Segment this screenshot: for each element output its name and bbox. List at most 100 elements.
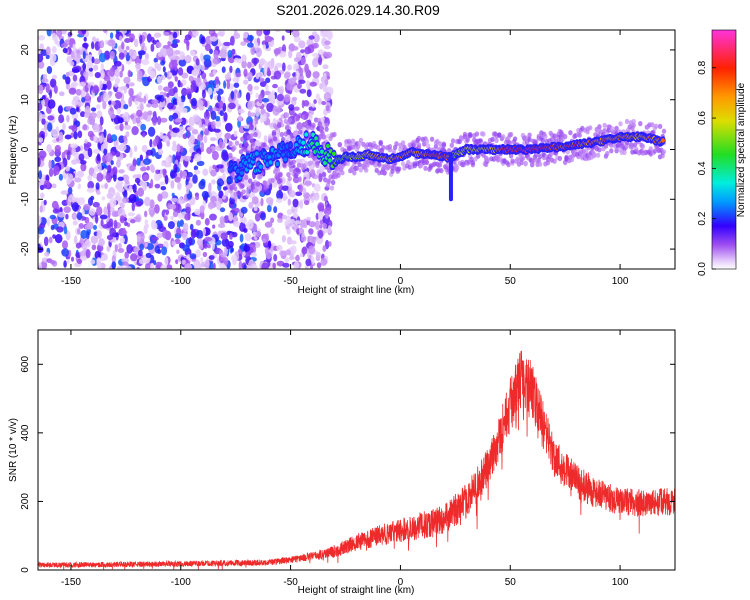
y-tick-label: 0 (20, 146, 31, 152)
spectrogram-speckle (147, 126, 156, 137)
spectrogram-halo (485, 156, 490, 162)
spectrogram-speckle (194, 153, 202, 162)
spectrogram-halo (406, 159, 411, 166)
spectrogram-speckle (237, 92, 241, 99)
spectrogram-speckle (246, 34, 254, 42)
spectrogram-speckle (260, 212, 266, 221)
spectrogram-speckle (85, 92, 90, 100)
spectrogram-speckle (177, 126, 186, 134)
spectrogram-speckle (195, 249, 201, 258)
spectrogram-halo (648, 146, 653, 152)
spectrogram-halo (286, 172, 291, 178)
spectrogram-ridge-core (331, 151, 336, 156)
spectrogram-speckle (230, 247, 234, 253)
spectrogram-speckle (285, 249, 291, 256)
spectrogram-speckle (65, 72, 70, 77)
spectrogram-speckle (137, 97, 144, 103)
spectrogram-speckle (243, 228, 248, 233)
spectrogram-halo (609, 148, 614, 154)
spectrogram-speckle (77, 228, 81, 235)
spectrogram-halo (394, 141, 399, 147)
spectrogram-speckle (154, 245, 160, 254)
spectrogram-halo (303, 121, 308, 127)
spectrogram-halo (605, 150, 610, 157)
spectrogram-speckle (38, 53, 44, 63)
spectrogram-speckle (144, 219, 148, 226)
spectrogram-speckle (270, 217, 275, 224)
spectrogram-speckle (106, 192, 114, 200)
spectrogram-speckle (96, 153, 101, 162)
spectrogram-halo (501, 134, 506, 140)
spectrogram-speckle (94, 250, 101, 260)
spectrogram-speckle (172, 39, 178, 45)
spectrogram-speckle (151, 103, 159, 108)
x-tick-label: -100 (171, 577, 191, 588)
spectrogram-speckle (212, 262, 216, 269)
spectrogram-speckle (286, 228, 291, 235)
spectrogram-speckle (312, 57, 319, 68)
spectrogram-speckle (279, 250, 287, 257)
spectrogram-speckle (195, 58, 200, 66)
spectrogram-halo (424, 138, 429, 144)
spectrogram-speckle (228, 240, 234, 248)
spectrogram-speckle (247, 144, 252, 151)
spectrogram-speckle (254, 241, 261, 248)
spectrogram-halo (233, 195, 238, 201)
spectrogram-speckle (284, 221, 288, 227)
spectrogram-speckle (197, 134, 204, 142)
spectrogram-speckle (147, 110, 153, 116)
spectrogram-speckle (48, 159, 52, 169)
spectrogram-halo (424, 159, 429, 165)
spectrogram-speckle (168, 34, 173, 43)
spectrogram-speckle (66, 150, 71, 161)
spectrogram-speckle (295, 159, 302, 164)
spectrogram-speckle (170, 180, 175, 189)
spectrogram-ridge-core (301, 140, 306, 145)
spectrogram-halo (660, 153, 665, 159)
spectrogram-speckle (145, 149, 153, 156)
spectrogram-halo (588, 125, 593, 131)
spectrogram-speckle (160, 117, 168, 123)
spectrogram-speckle (109, 67, 115, 77)
y-tick-label: -20 (20, 241, 31, 256)
spectrogram-speckle (159, 94, 165, 103)
spectrogram-speckle (87, 130, 94, 138)
spectrogram-speckle (146, 33, 152, 43)
spectrogram-speckle (272, 83, 278, 89)
spectrogram-speckle (91, 107, 97, 112)
spectrogram-speckle (65, 213, 69, 220)
spectrogram-speckle (172, 140, 177, 147)
spectrogram-speckle (86, 238, 90, 244)
spectrogram-halo (275, 167, 281, 173)
spectrogram-speckle (151, 236, 159, 241)
spectrogram-halo (429, 136, 435, 142)
spectrogram-speckle (175, 150, 182, 160)
spectrogram-halo (527, 132, 532, 138)
spectrogram-speckle (162, 135, 169, 143)
spectrogram-halo (278, 172, 283, 178)
spectrogram-speckle (84, 139, 88, 144)
spectrogram-speckle (174, 118, 183, 123)
spectrogram-speckle (149, 199, 155, 209)
spectrogram-speckle (259, 58, 266, 66)
spectrogram-speckle (108, 91, 113, 96)
spectrogram-speckle (268, 240, 272, 249)
spectrogram-halo (287, 176, 292, 182)
spectrogram-speckle (293, 57, 301, 63)
spectrogram-speckle (289, 240, 297, 245)
spectrogram-halo (354, 165, 360, 171)
spectrogram-speckle (65, 76, 71, 85)
spectrogram-speckle (118, 52, 125, 60)
spectrogram-halo (263, 185, 269, 191)
spectrogram-halo (468, 132, 473, 138)
spectrogram-halo (450, 138, 456, 144)
spectrogram-speckle (117, 187, 125, 193)
spectrogram-speckle (317, 49, 324, 55)
spectrogram-halo (523, 161, 528, 167)
spectrogram-halo (249, 133, 254, 139)
spectrogram-halo (640, 143, 646, 150)
spectrogram-speckle (179, 156, 183, 163)
spectrogram-speckle (91, 41, 95, 50)
spectrogram-speckle (189, 223, 194, 231)
spectrogram-halo (364, 167, 369, 173)
